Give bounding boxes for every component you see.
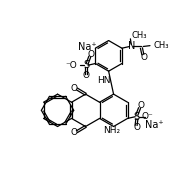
Text: O: O <box>82 71 89 80</box>
Text: O: O <box>140 53 147 62</box>
Text: O: O <box>133 123 140 132</box>
Text: N: N <box>127 42 135 52</box>
Text: O: O <box>87 50 94 59</box>
Text: Na⁺: Na⁺ <box>145 120 163 130</box>
Text: O: O <box>70 128 78 137</box>
Text: S: S <box>134 112 140 122</box>
Text: CH₃: CH₃ <box>154 41 169 50</box>
Text: O: O <box>137 102 144 111</box>
Text: ⁻O: ⁻O <box>65 61 77 70</box>
Text: S: S <box>83 60 89 70</box>
Text: HN: HN <box>97 76 111 85</box>
Text: NH₂: NH₂ <box>103 126 120 135</box>
Text: Na⁺: Na⁺ <box>78 42 97 52</box>
Text: CH₃: CH₃ <box>131 31 147 40</box>
Text: O: O <box>70 84 78 93</box>
Text: O⁻: O⁻ <box>141 112 153 121</box>
